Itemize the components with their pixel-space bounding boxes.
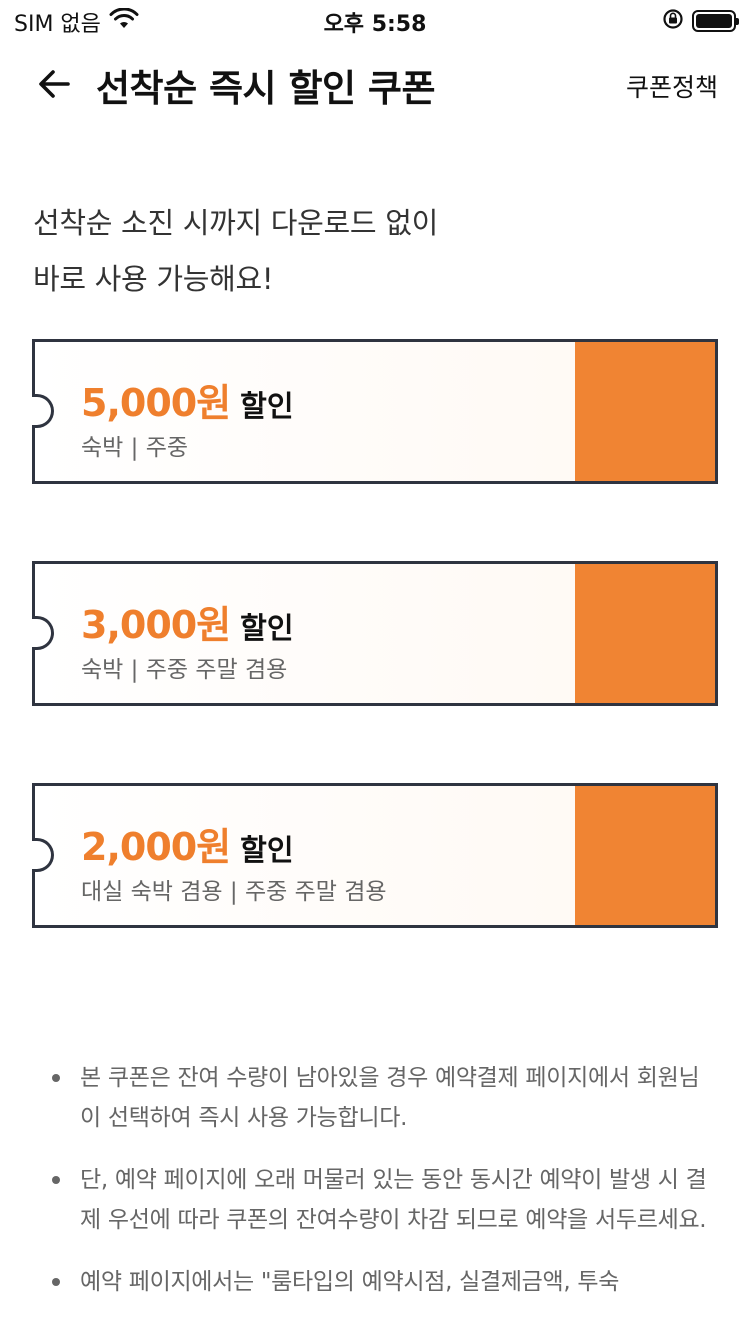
coupon-discount-label: 할인	[240, 611, 294, 645]
ticket-notch	[32, 394, 54, 428]
coupon-discount-label: 할인	[240, 389, 294, 423]
intro-line-1: 선착순 소진 시까지 다운로드 없이	[33, 206, 438, 240]
status-right	[662, 8, 739, 34]
status-left: SIM 없음	[14, 6, 139, 38]
coupon-card[interactable]: 2,000원 할인 대실 숙박 겸용 | 주중 주말 겸용	[32, 783, 718, 928]
bullet-dot	[52, 1074, 60, 1082]
coupon-description: 숙박 | 주중	[81, 435, 189, 461]
ticket-notch	[32, 616, 54, 650]
note-text: 본 쿠폰은 잔여 수량이 남아있을 경우 예약결제 페이지에서 회원님이 선택하…	[80, 1065, 700, 1131]
note-item: 본 쿠폰은 잔여 수량이 남아있을 경우 예약결제 페이지에서 회원님이 선택하…	[50, 1058, 710, 1138]
arrow-left-icon	[39, 70, 70, 98]
wifi-icon	[109, 7, 139, 36]
coupon-card[interactable]: 5,000원 할인 숙박 | 주중	[32, 339, 718, 484]
coupon-stub[interactable]	[575, 564, 715, 703]
coupon-amount-line: 5,000원 할인	[81, 372, 294, 427]
coupon-discount-label: 할인	[240, 833, 294, 867]
ticket-notch	[32, 838, 54, 872]
nav-bar: 선착순 즉시 할인 쿠폰 쿠폰정책	[0, 48, 750, 118]
status-bar: SIM 없음 오후 5:58	[0, 0, 750, 40]
coupon-policy-link[interactable]: 쿠폰정책	[625, 73, 718, 102]
coupon-amount-line: 3,000원 할인	[81, 594, 294, 649]
coupon-amount: 5,000원	[81, 381, 231, 425]
coupon-notes: 본 쿠폰은 잔여 수량이 남아있을 경우 예약결제 페이지에서 회원님이 선택하…	[50, 1058, 710, 1324]
note-text: 단, 예약 페이지에 오래 머물러 있는 동안 동시간 예약이 발생 시 결제 …	[80, 1167, 707, 1233]
coupon-stub[interactable]	[575, 786, 715, 925]
coupon-card[interactable]: 3,000원 할인 숙박 | 주중 주말 겸용	[32, 561, 718, 706]
orientation-lock-icon	[662, 8, 684, 34]
coupon-amount: 3,000원	[81, 603, 231, 647]
page-title: 선착순 즉시 할인 쿠폰	[96, 67, 436, 110]
note-item: 예약 페이지에서는 "룸타입의 예약시점, 실결제금액, 투숙	[50, 1262, 710, 1302]
coupon-description: 숙박 | 주중 주말 겸용	[81, 657, 288, 683]
bullet-dot	[52, 1176, 60, 1184]
battery-icon	[692, 10, 739, 32]
coupon-stub[interactable]	[575, 342, 715, 481]
coupon-amount-line: 2,000원 할인	[81, 816, 294, 871]
carrier-label: SIM 없음	[14, 12, 101, 37]
status-time: 오후 5:58	[323, 12, 427, 37]
intro-text: 선착순 소진 시까지 다운로드 없이 바로 사용 가능해요!	[33, 195, 438, 307]
back-button[interactable]	[34, 64, 74, 104]
coupon-description: 대실 숙박 겸용 | 주중 주말 겸용	[81, 879, 387, 905]
coupon-amount: 2,000원	[81, 825, 231, 869]
intro-line-2: 바로 사용 가능해요!	[33, 262, 274, 296]
note-item: 단, 예약 페이지에 오래 머물러 있는 동안 동시간 예약이 발생 시 결제 …	[50, 1160, 710, 1240]
bullet-dot	[52, 1278, 60, 1286]
note-text: 예약 페이지에서는 "룸타입의 예약시점, 실결제금액, 투숙	[80, 1269, 620, 1295]
